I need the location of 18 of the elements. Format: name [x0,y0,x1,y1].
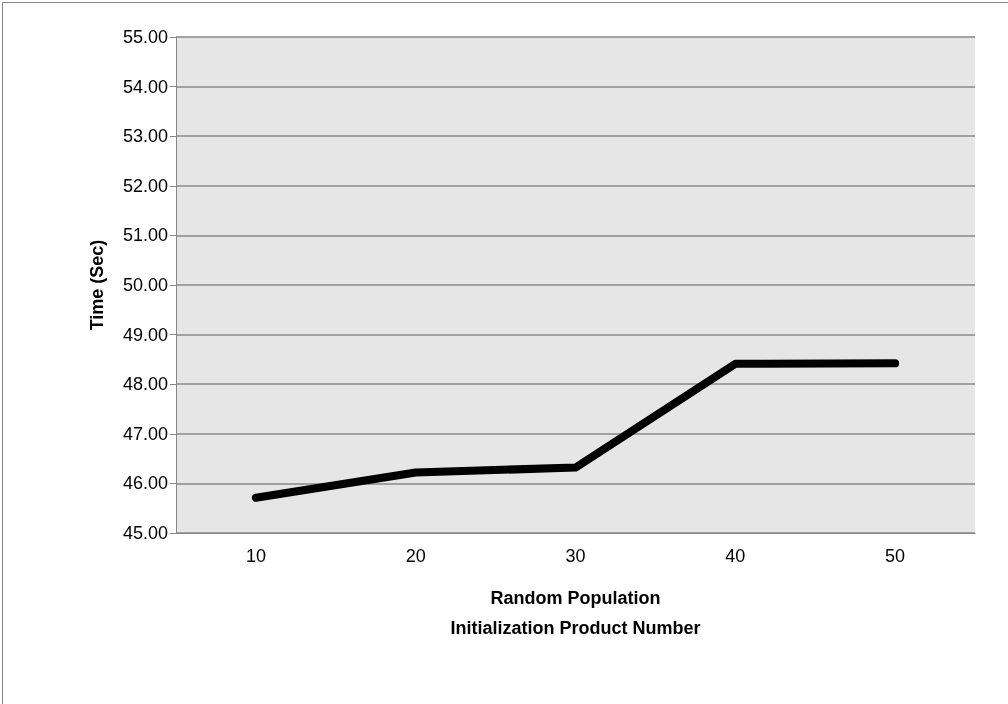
y-axis-title: Time (Sec) [87,239,107,331]
y-tick-label: 53.00 [122,126,168,147]
y-tick-label: 52.00 [122,175,168,196]
y-tick-label: 45.00 [122,523,168,543]
x-tick-label: 40 [725,546,746,566]
y-tick-label: 46.00 [122,473,168,494]
y-tick-label: 50.00 [122,275,168,295]
y-tick-label: 47.00 [122,423,168,444]
y-tick-label: 55.00 [122,27,168,47]
y-tick-label: 54.00 [122,76,168,97]
x-tick-label: 30 [565,546,586,566]
y-tick-label: 51.00 [122,225,168,246]
x-tick-label: 10 [245,546,266,566]
y-tick-label: 49.00 [122,324,168,345]
x-tick-label: 20 [405,546,426,566]
x-tick-label: 50 [885,546,906,566]
x-axis-title: Random Population Initialization Product Number [450,588,701,638]
y-tick-label: 48.00 [122,374,168,395]
